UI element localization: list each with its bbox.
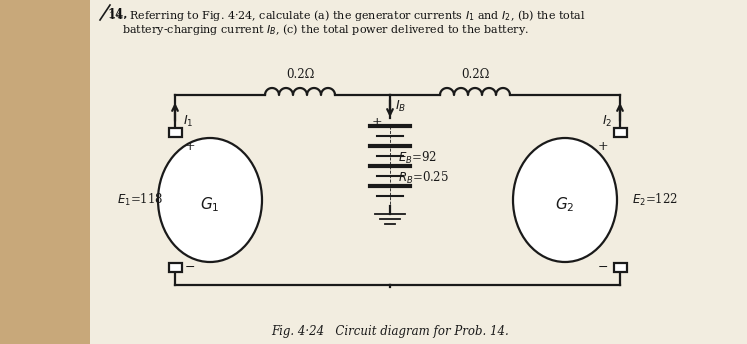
Ellipse shape: [513, 138, 617, 262]
Text: +: +: [185, 140, 196, 152]
Text: $E_2$=122: $E_2$=122: [632, 192, 678, 208]
Text: $G_2$: $G_2$: [555, 196, 574, 214]
FancyBboxPatch shape: [169, 263, 182, 272]
Text: Fig. 4·24   Circuit diagram for Prob. 14.: Fig. 4·24 Circuit diagram for Prob. 14.: [271, 325, 509, 338]
Text: +: +: [371, 116, 382, 129]
Ellipse shape: [158, 138, 262, 262]
FancyBboxPatch shape: [169, 128, 182, 137]
Text: $E_1$=118: $E_1$=118: [117, 192, 163, 208]
Text: −: −: [598, 260, 609, 273]
Text: $R_B$=0.25: $R_B$=0.25: [398, 170, 449, 186]
FancyBboxPatch shape: [613, 263, 627, 272]
Text: $E_B$=92: $E_B$=92: [398, 150, 437, 166]
Text: 0.2Ω: 0.2Ω: [461, 68, 489, 81]
Text: −: −: [185, 260, 196, 273]
FancyBboxPatch shape: [90, 0, 747, 344]
FancyBboxPatch shape: [613, 128, 627, 137]
Text: +: +: [598, 140, 609, 152]
Text: 0.2Ω: 0.2Ω: [286, 68, 314, 81]
Text: $G_1$: $G_1$: [200, 196, 220, 214]
Text: 14. Referring to Fig. 4·24, calculate (a) the generator currents $I_1$ and $I_2$: 14. Referring to Fig. 4·24, calculate (a…: [108, 8, 586, 23]
Text: battery-charging current $I_B$, (c) the total power delivered to the battery.: battery-charging current $I_B$, (c) the …: [108, 22, 529, 37]
Text: $I_B$: $I_B$: [395, 99, 406, 114]
Text: $I_2$: $I_2$: [601, 114, 612, 129]
Text: $I_1$: $I_1$: [183, 114, 193, 129]
Text: 14.: 14.: [108, 8, 128, 21]
